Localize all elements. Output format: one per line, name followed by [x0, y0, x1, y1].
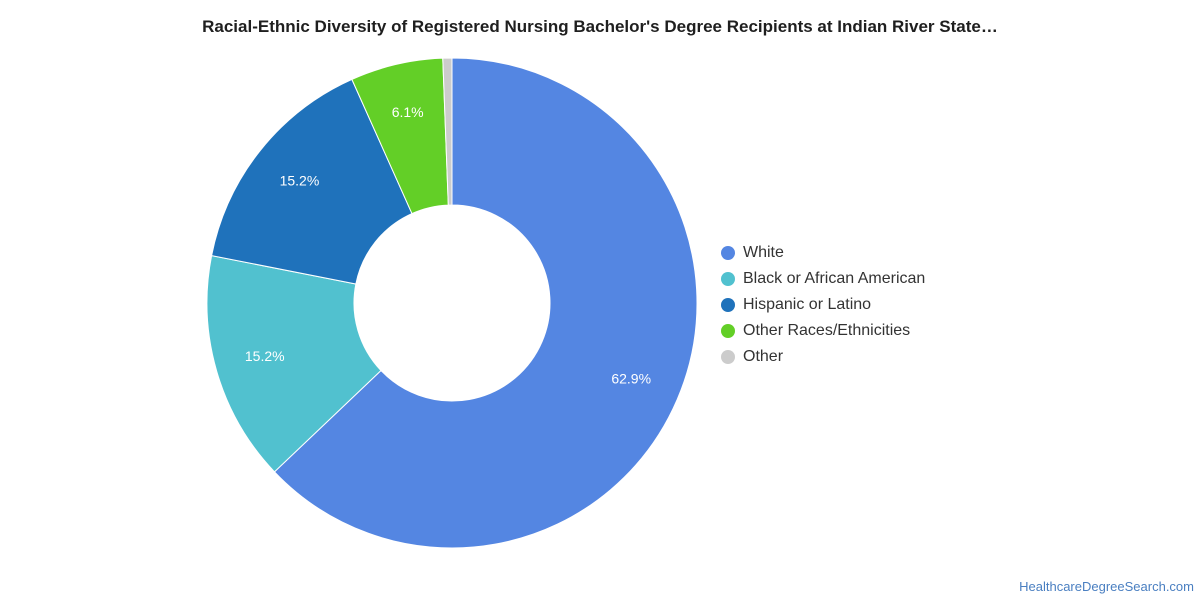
legend-item-other-races-ethnicities[interactable]: Other Races/Ethnicities	[721, 318, 925, 344]
legend-item-white[interactable]: White	[721, 240, 925, 266]
legend-item-other[interactable]: Other	[721, 344, 925, 370]
legend-swatch-black-or-african-american	[721, 272, 735, 286]
chart-legend: White Black or African American Hispanic…	[721, 240, 925, 370]
slice-label-hispanic-or-latino: 15.2%	[280, 172, 320, 188]
legend-label-hispanic-or-latino: Hispanic or Latino	[743, 296, 872, 313]
slice-other[interactable]	[442, 57, 453, 206]
source-link[interactable]: HealthcareDegreeSearch.com	[1019, 579, 1194, 594]
legend-swatch-other-races-ethnicities	[721, 324, 735, 338]
legend-item-black-or-african-american[interactable]: Black or African American	[721, 266, 925, 292]
chart-title: Racial-Ethnic Diversity of Registered Nu…	[202, 17, 998, 36]
slice-label-other-races-ethnicities: 6.1%	[392, 104, 424, 120]
legend-label-other: Other	[743, 348, 784, 365]
legend-label-other-races-ethnicities: Other Races/Ethnicities	[743, 322, 911, 339]
legend-swatch-white	[721, 246, 735, 260]
legend-swatch-other	[721, 350, 735, 364]
legend-swatch-hispanic-or-latino	[721, 298, 735, 312]
legend-label-white: White	[743, 244, 784, 261]
legend-item-hispanic-or-latino[interactable]: Hispanic or Latino	[721, 292, 925, 318]
slice-label-white: 62.9%	[611, 371, 651, 387]
slice-hispanic-or-latino[interactable]	[211, 78, 413, 285]
slice-label-black-or-african-american: 15.2%	[245, 348, 285, 364]
legend-label-black-or-african-american: Black or African American	[743, 270, 926, 287]
slice-white[interactable]	[273, 57, 698, 549]
slice-black-or-african-american[interactable]	[206, 254, 382, 473]
